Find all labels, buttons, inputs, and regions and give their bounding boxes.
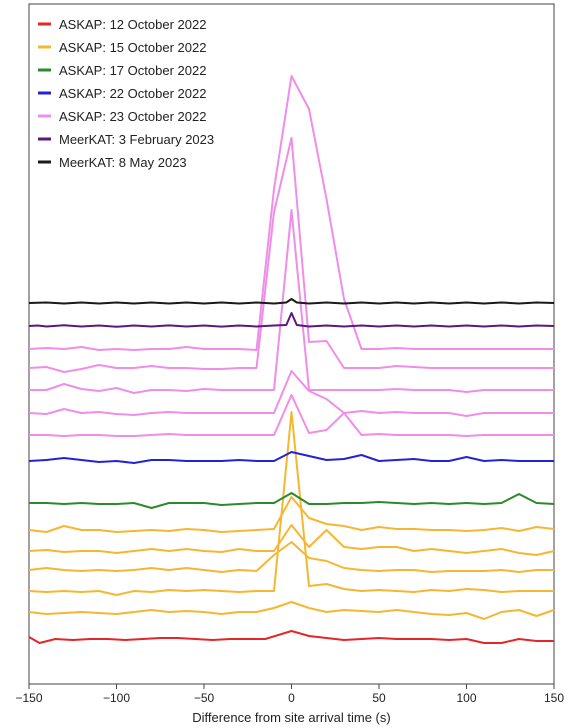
x-tick-label: 150: [544, 691, 564, 705]
trace-line: [28, 370, 554, 417]
legend-label: ASKAP: 22 October 2022: [59, 86, 206, 101]
x-tick-label: 50: [372, 691, 386, 705]
trace-line: [28, 451, 554, 464]
trace-line: [28, 75, 554, 351]
trace-line: [28, 312, 555, 328]
plot-frame: [28, 3, 555, 685]
traces: [28, 75, 555, 644]
trace-line: [28, 137, 554, 373]
legend-label: ASKAP: 17 October 2022: [59, 63, 206, 78]
legend-label: MeerKAT: 8 May 2023: [59, 155, 187, 170]
trace-line: [28, 541, 554, 573]
trace-line: [28, 524, 555, 556]
x-axis: −150 −100 −50 0 50 100 150: [15, 684, 564, 705]
x-tick-label: −50: [194, 691, 215, 705]
trace-line: [29, 209, 554, 394]
x-axis-label: Difference from site arrival time (s): [192, 710, 390, 725]
legend: ASKAP: 12 October 2022 ASKAP: 15 October …: [38, 17, 214, 170]
legend-label: MeerKAT: 3 February 2023: [59, 132, 214, 147]
trace-line: [28, 601, 555, 620]
trace-line: [29, 394, 554, 437]
legend-label: ASKAP: 15 October 2022: [59, 40, 206, 55]
trace-line: [28, 630, 554, 644]
legend-label: ASKAP: 23 October 2022: [59, 109, 206, 124]
trace-line: [28, 298, 555, 305]
x-tick-label: 100: [456, 691, 476, 705]
trace-line: [28, 411, 554, 596]
x-tick-label: 0: [288, 691, 295, 705]
trace-line: [28, 496, 555, 533]
legend-label: ASKAP: 12 October 2022: [59, 17, 206, 32]
x-tick-label: −100: [103, 691, 130, 705]
trace-line: [29, 492, 555, 509]
x-tick-label: −150: [15, 691, 42, 705]
